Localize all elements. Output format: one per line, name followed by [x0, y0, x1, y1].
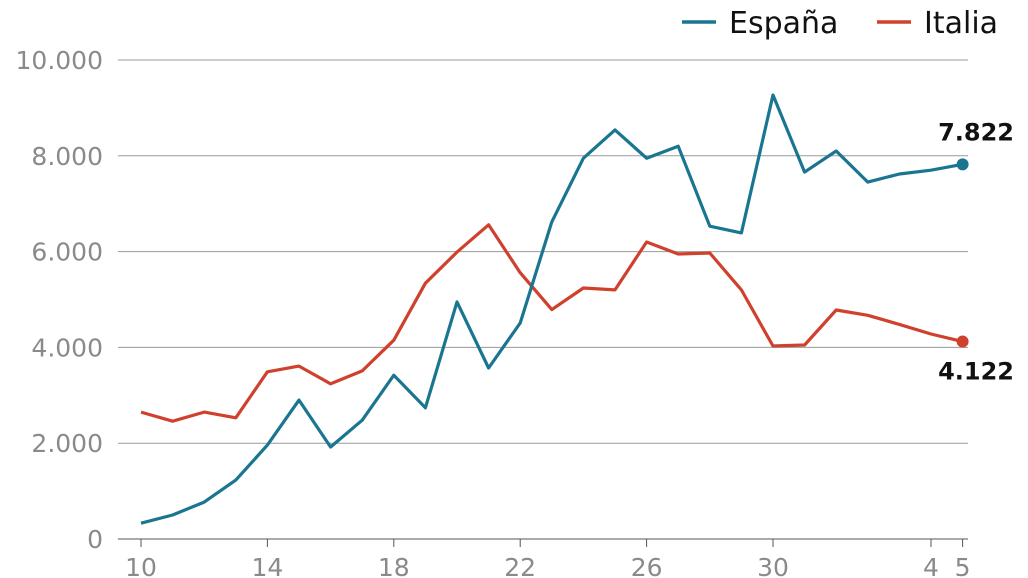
gridlines: [118, 59, 968, 540]
legend-label: España: [729, 6, 838, 41]
x-tick-label: 22: [504, 553, 536, 578]
series-line-espana: [140, 93, 963, 525]
y-tick-label: 6.000: [31, 238, 103, 267]
x-tick-label: 30: [757, 553, 789, 578]
y-tick-label: 2.000: [31, 429, 103, 458]
series-line-italia: [140, 223, 963, 423]
x-tick-label: 10: [125, 553, 157, 578]
end-point-espana: [956, 158, 969, 171]
y-axis-ticks: 0 2.000 4.000 6.000 8.000 10.000: [16, 46, 103, 554]
y-tick-label: 4.000: [31, 333, 103, 362]
legend-label: Italia: [924, 6, 998, 41]
x-tick-label: 18: [378, 553, 410, 578]
x-tick-label: 5: [955, 553, 971, 578]
x-tick-label: 4: [923, 553, 939, 578]
series-lines: 4.122 7.822: [140, 93, 1014, 525]
legend: España Italia: [682, 6, 998, 41]
x-axis-ticks: 10 14 18 22 26 30 4 5: [125, 539, 971, 578]
end-value-label: 4.122: [938, 358, 1014, 386]
y-tick-label: 0: [87, 525, 103, 554]
x-tick-label: 14: [251, 553, 283, 578]
x-tick-label: 26: [631, 553, 663, 578]
end-point-italia: [956, 335, 969, 348]
y-tick-label: 8.000: [31, 142, 103, 171]
y-tick-label: 10.000: [16, 46, 103, 75]
end-value-label: 7.822: [938, 118, 1014, 146]
